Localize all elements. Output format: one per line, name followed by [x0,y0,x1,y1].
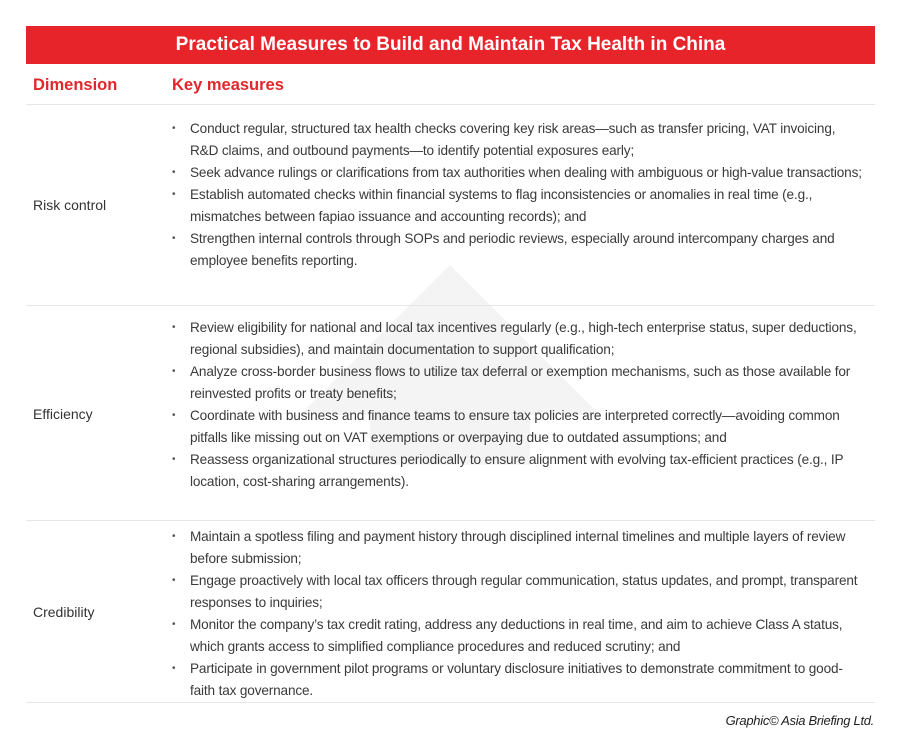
header-key-measures: Key measures [172,76,284,94]
measures-list: Review eligibility for national and loca… [172,317,862,493]
table-row-efficiency: Efficiency Review eligibility for nation… [26,306,875,521]
credit-text: Graphic© Asia Briefing Ltd. [725,713,875,728]
list-item: Reassess organizational structures perio… [172,449,862,493]
dimension-label: Efficiency [33,406,93,422]
measures-list: Maintain a spotless filing and payment h… [172,526,862,702]
list-item: Participate in government pilot programs… [172,658,862,702]
list-item: Establish automated checks within financ… [172,184,862,228]
list-item: Maintain a spotless filing and payment h… [172,526,862,570]
table-row-credibility: Credibility Maintain a spotless filing a… [26,521,875,703]
list-item: Coordinate with business and finance tea… [172,405,862,449]
list-item: Analyze cross-border business flows to u… [172,361,862,405]
list-item: Seek advance rulings or clarifications f… [172,162,862,184]
list-item: Strengthen internal controls through SOP… [172,228,862,272]
dimension-label: Risk control [33,197,107,213]
dimension-label: Credibility [33,604,95,620]
header-dimension: Dimension [33,76,118,94]
list-item: Review eligibility for national and loca… [172,317,862,361]
list-item: Conduct regular, structured tax health c… [172,118,862,162]
measures-list: Conduct regular, structured tax health c… [172,118,862,272]
page-title: Practical Measures to Build and Maintain… [26,26,875,64]
table-row-risk-control: Risk control Conduct regular, structured… [26,105,875,306]
table-header: Dimension Key measures [26,64,875,105]
list-item: Monitor the company’s tax credit rating,… [172,614,862,658]
list-item: Engage proactively with local tax office… [172,570,862,614]
